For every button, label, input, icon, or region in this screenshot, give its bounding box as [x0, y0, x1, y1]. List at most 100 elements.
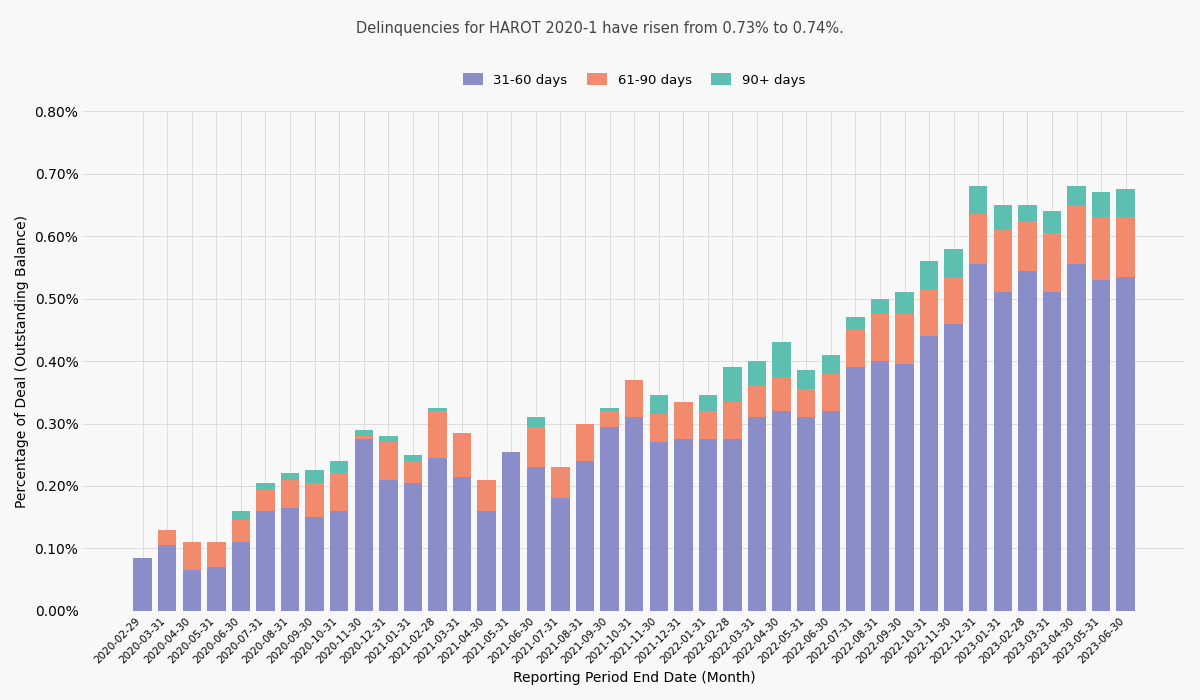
Bar — [724, 439, 742, 611]
Bar — [920, 261, 938, 289]
Bar — [649, 395, 668, 414]
Bar — [330, 461, 348, 473]
Bar — [133, 558, 152, 611]
Bar — [994, 230, 1012, 293]
Bar — [1092, 218, 1110, 280]
Bar — [1116, 218, 1135, 276]
Bar — [797, 417, 816, 611]
Bar — [773, 342, 791, 377]
Bar — [822, 355, 840, 374]
Bar — [576, 424, 594, 461]
Bar — [994, 205, 1012, 230]
Bar — [846, 317, 864, 330]
Bar — [871, 314, 889, 361]
Bar — [920, 336, 938, 611]
Bar — [797, 370, 816, 389]
Bar — [1043, 211, 1061, 233]
Bar — [1018, 205, 1037, 220]
Bar — [724, 402, 742, 439]
Bar — [748, 361, 767, 386]
Bar — [822, 411, 840, 611]
Legend: 31-60 days, 61-90 days, 90+ days: 31-60 days, 61-90 days, 90+ days — [458, 68, 810, 92]
Bar — [281, 508, 299, 611]
Bar — [232, 542, 250, 611]
Bar — [208, 542, 226, 567]
Bar — [306, 483, 324, 517]
Bar — [208, 567, 226, 611]
Bar — [354, 439, 373, 611]
Bar — [895, 314, 913, 364]
Bar — [970, 186, 988, 214]
Bar — [306, 470, 324, 483]
Bar — [1116, 276, 1135, 611]
Bar — [1116, 190, 1135, 218]
Bar — [698, 439, 718, 611]
Text: Delinquencies for HAROT 2020-1 have risen from 0.73% to 0.74%.: Delinquencies for HAROT 2020-1 have rise… — [356, 21, 844, 36]
Bar — [1043, 293, 1061, 611]
Bar — [527, 426, 545, 467]
Bar — [158, 530, 176, 545]
Bar — [649, 414, 668, 442]
Bar — [1067, 186, 1086, 205]
Y-axis label: Percentage of Deal (Outstanding Balance): Percentage of Deal (Outstanding Balance) — [16, 215, 29, 508]
Bar — [970, 214, 988, 265]
Bar — [871, 299, 889, 314]
Bar — [994, 293, 1012, 611]
Bar — [600, 426, 619, 611]
Bar — [257, 489, 275, 511]
Bar — [428, 411, 446, 458]
Bar — [895, 364, 913, 611]
Bar — [527, 467, 545, 611]
Bar — [1018, 220, 1037, 270]
Bar — [403, 455, 422, 461]
Bar — [379, 436, 397, 442]
Bar — [1043, 233, 1061, 293]
Bar — [428, 408, 446, 411]
Bar — [182, 570, 200, 611]
Bar — [773, 411, 791, 611]
Bar — [330, 473, 348, 511]
Bar — [625, 417, 643, 611]
Bar — [1018, 270, 1037, 611]
Bar — [846, 368, 864, 611]
Bar — [822, 374, 840, 411]
Bar — [1067, 205, 1086, 265]
Bar — [306, 517, 324, 611]
Bar — [773, 377, 791, 411]
Bar — [403, 461, 422, 483]
Bar — [748, 386, 767, 417]
Bar — [158, 545, 176, 611]
Bar — [354, 430, 373, 436]
Bar — [330, 511, 348, 611]
Bar — [1092, 280, 1110, 611]
Bar — [600, 408, 619, 411]
Bar — [257, 483, 275, 489]
Bar — [649, 442, 668, 611]
Bar — [846, 330, 864, 368]
Bar — [232, 520, 250, 542]
Bar — [478, 511, 496, 611]
Bar — [698, 395, 718, 411]
Bar — [724, 368, 742, 402]
Bar — [674, 402, 692, 439]
Bar — [281, 473, 299, 480]
Bar — [527, 417, 545, 426]
Bar — [403, 483, 422, 611]
Bar — [944, 323, 962, 611]
Bar — [551, 498, 570, 611]
Bar — [379, 480, 397, 611]
Bar — [871, 361, 889, 611]
Bar — [1067, 265, 1086, 611]
Bar — [576, 461, 594, 611]
Bar — [944, 248, 962, 276]
Bar — [1092, 193, 1110, 218]
Bar — [354, 436, 373, 439]
Bar — [428, 458, 446, 611]
Bar — [281, 480, 299, 508]
Bar — [232, 511, 250, 520]
Bar — [502, 452, 521, 611]
Bar — [748, 417, 767, 611]
X-axis label: Reporting Period End Date (Month): Reporting Period End Date (Month) — [512, 671, 756, 685]
Bar — [478, 480, 496, 511]
Bar — [698, 411, 718, 439]
